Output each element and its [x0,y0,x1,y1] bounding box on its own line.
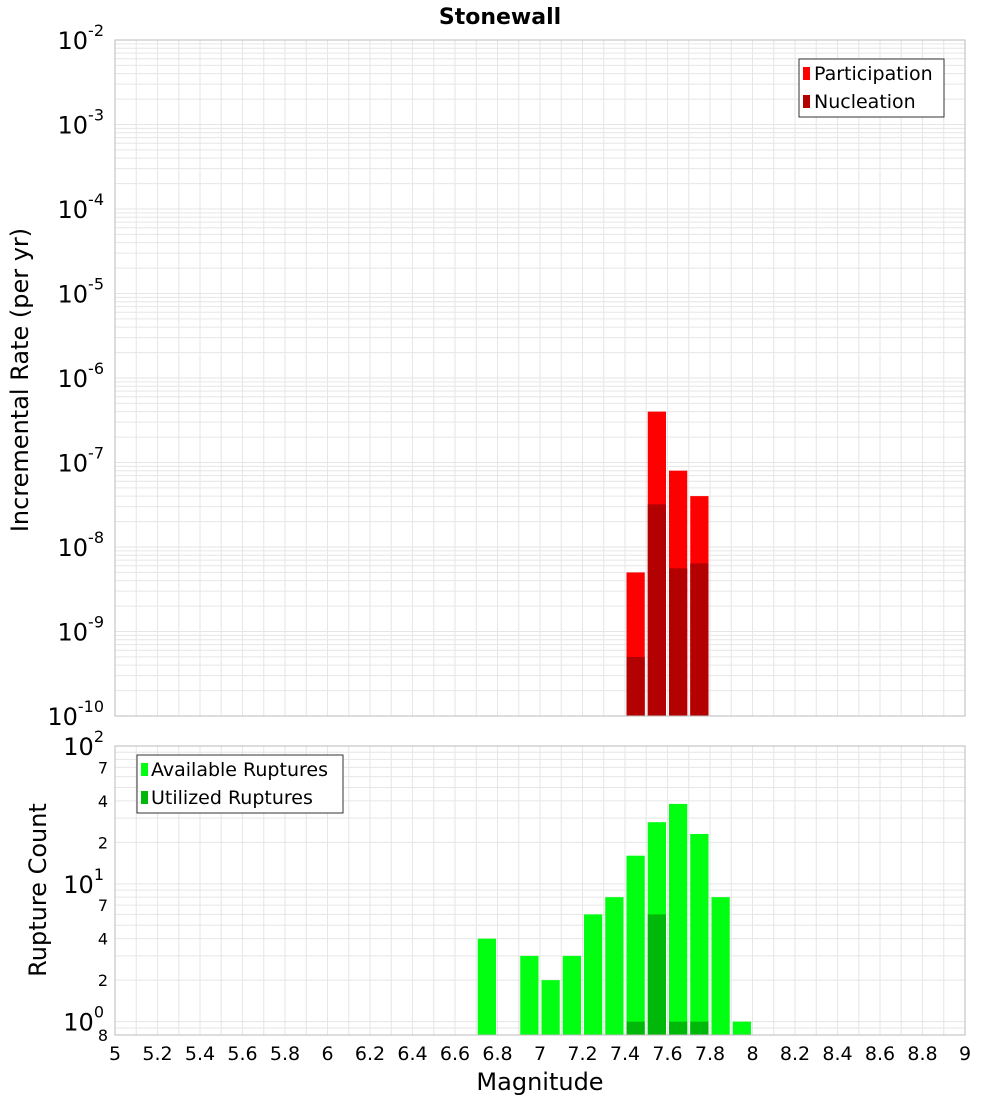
y-tick-label: 10-7 [58,444,105,478]
rate-legend: Participation Nucleation [798,58,945,118]
y-tick-label: 10-8 [58,528,105,562]
count-plot-frame [114,745,966,1036]
bar-utilized-ruptures [626,1021,645,1035]
bar-available-ruptures [711,897,730,1035]
legend-label-utilized: Utilized Ruptures [151,787,313,809]
y-tick-label: 10-3 [58,106,105,140]
bar-nucleation [669,568,688,716]
x-tick-label: 5.6 [227,1043,257,1065]
x-tick-label: 8.4 [822,1043,852,1065]
bar-available-ruptures [584,914,603,1035]
x-tick-label: 5.4 [185,1043,215,1065]
x-tick-label: 8.6 [865,1043,895,1065]
bar-nucleation [647,504,666,716]
count-y-ticks: 100 101 102 8 2 4 7 2 4 7 [63,727,108,1045]
x-tick-label: 7.2 [567,1043,597,1065]
bar-nucleation [626,656,645,716]
count-panel: 100 101 102 8 2 4 7 2 4 7 5 5.2 5.4 5.6 5.8 6 6.2 6.4 6.6… [24,727,971,1096]
bar-utilized-ruptures [690,1021,709,1035]
y-tick-label: 10-9 [58,613,105,647]
y-tick-label: 10-5 [58,275,105,309]
rate-y-axis-label: Incremental Rate (per yr) [6,228,34,532]
x-tick-label: 7.6 [652,1043,682,1065]
count-legend-box [136,754,344,814]
y-tick-label: 10-10 [47,697,104,731]
chart-title: Stonewall [439,5,561,30]
rate-y-ticks: 10-10 10-9 10-8 10-7 10-6 10-5 10-4 10-3 10-2 [47,21,104,731]
legend-label-nucleation: Nucleation [814,91,916,113]
count-legend: Available Ruptures Utilized Ruptures [136,754,344,814]
x-axis-label: Magnitude [476,1068,603,1096]
x-tick-label: 5.2 [142,1043,172,1065]
bar-available-ruptures [605,897,624,1035]
y-minor-tick-label: 4 [98,792,108,811]
y-tick-label: 100 [63,1003,104,1037]
bar-available-ruptures [541,980,560,1035]
y-minor-tick-label: 7 [98,758,108,777]
bar-available-ruptures [520,955,539,1035]
rate-plot-frame [114,39,966,717]
bar-utilized-ruptures [669,1021,688,1035]
bar-nucleation [690,563,709,716]
bar-available-ruptures [477,938,496,1035]
x-tick-label: 6.4 [397,1043,427,1065]
y-minor-tick-label: 2 [98,971,108,990]
x-tick-label: 5.8 [270,1043,300,1065]
bar-available-ruptures [732,1021,751,1035]
x-tick-label: 6 [321,1043,333,1065]
x-tick-label: 7.8 [695,1043,725,1065]
legend-swatch-participation [803,67,810,80]
x-tick-label: 7 [534,1043,546,1065]
x-tick-label: 5 [109,1043,121,1065]
y-tick-label: 10-6 [58,359,105,393]
legend-label-available: Available Ruptures [151,759,328,781]
bar-utilized-ruptures [647,914,666,1035]
rate-bars [626,411,709,716]
bar-available-ruptures [626,855,645,1035]
y-tick-label: 101 [63,865,104,899]
count-y-axis-label: Rupture Count [24,803,52,977]
x-tick-label: 8 [746,1043,758,1065]
y-minor-tick-label: 2 [98,833,108,852]
y-minor-tick-label: 4 [98,930,108,949]
y-minor-tick-label: 8 [98,1026,108,1045]
x-tick-label: 9 [959,1043,971,1065]
x-ticks: 5 5.2 5.4 5.6 5.8 6 6.2 6.4 6.6 6.8 7 7.2 7.4 7.6 7.8 8… [109,1043,971,1065]
bar-available-ruptures [690,833,709,1035]
y-tick-label: 10-4 [58,190,105,224]
legend-swatch-utilized [141,791,148,804]
bar-available-ruptures [669,803,688,1035]
x-tick-label: 8.2 [780,1043,810,1065]
x-tick-label: 7.4 [610,1043,640,1065]
legend-swatch-available [141,763,148,776]
x-tick-label: 6.6 [440,1043,470,1065]
x-tick-label: 6.2 [355,1043,385,1065]
count-bars [477,803,751,1035]
x-tick-label: 6.8 [482,1043,512,1065]
y-tick-label: 10-2 [58,21,105,55]
y-tick-label: 102 [63,727,104,761]
rate-gridlines [114,39,966,717]
x-tick-label: 8.8 [907,1043,937,1065]
rate-legend-box [798,58,945,118]
rate-panel: 10-10 10-9 10-8 10-7 10-6 10-5 10-4 10-3 10-2 In… [6,21,966,731]
y-minor-tick-label: 7 [98,896,108,915]
legend-swatch-nucleation [803,95,810,108]
bar-available-ruptures [562,955,581,1035]
legend-label-participation: Participation [814,63,933,85]
